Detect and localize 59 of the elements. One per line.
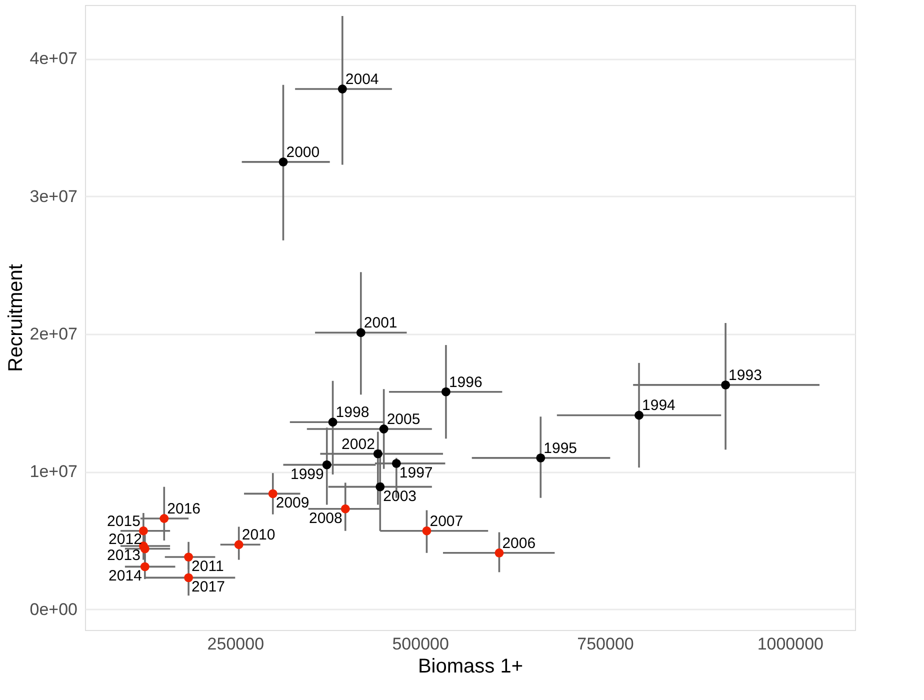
point — [634, 410, 644, 420]
y-tick-label: 4e+07 — [30, 49, 78, 68]
y-tick-label: 0e+00 — [30, 600, 78, 619]
annotation: 1993 — [728, 366, 762, 384]
point — [340, 504, 350, 514]
point — [160, 514, 169, 523]
y-tick-label: 1e+07 — [30, 462, 78, 482]
y-axis-title: Recruitment — [4, 264, 27, 372]
annotation: 1998 — [336, 404, 370, 422]
point — [379, 424, 388, 434]
annotation: 2014 — [108, 568, 142, 585]
point — [422, 526, 432, 536]
point — [268, 489, 278, 498]
x-tick-label: 750000 — [577, 634, 634, 654]
annotation: 2005 — [386, 411, 420, 428]
point — [494, 548, 504, 558]
annotation: 2004 — [345, 70, 379, 88]
point — [392, 458, 401, 468]
point — [234, 540, 244, 550]
point — [338, 84, 347, 94]
annotation: 2003 — [383, 488, 417, 505]
annotation: 2011 — [192, 558, 224, 576]
x-axis-title: Biomass 1+ — [418, 656, 524, 678]
point — [536, 453, 546, 462]
point — [373, 449, 382, 458]
annotation: 1994 — [642, 397, 676, 414]
annotation: 2013 — [107, 547, 140, 564]
annotation: 2002 — [342, 436, 375, 453]
point — [322, 460, 332, 470]
annotation: 2015 — [107, 512, 140, 530]
y-tick-label: 2e+07 — [30, 324, 78, 344]
annotation: 1997 — [399, 464, 433, 482]
point — [184, 552, 194, 562]
annotation: 2010 — [242, 526, 276, 544]
annotation: 2006 — [502, 534, 536, 552]
x-tick-label: 1000000 — [757, 634, 824, 654]
x-tick-label: 500000 — [392, 634, 449, 654]
annotation: 2001 — [364, 314, 398, 332]
annotation: 2008 — [308, 510, 342, 527]
point — [721, 380, 730, 390]
annotation: 2017 — [192, 578, 225, 596]
point — [138, 526, 148, 536]
annotation: 2012 — [108, 530, 142, 548]
point — [356, 328, 366, 338]
point — [140, 562, 150, 572]
point — [376, 482, 385, 492]
annotation: 2007 — [430, 512, 464, 530]
point — [184, 573, 194, 582]
point — [278, 157, 288, 166]
point — [328, 418, 338, 427]
annotation: 2009 — [276, 494, 310, 512]
annotation: 1999 — [290, 466, 324, 483]
annotation: 2016 — [167, 500, 201, 518]
annotation: 2000 — [286, 144, 320, 161]
annotation: 1996 — [448, 374, 482, 391]
point — [441, 387, 450, 396]
x-tick-label: 250000 — [207, 634, 264, 654]
y-tick-label: 3e+07 — [30, 186, 78, 206]
annotation: 1995 — [544, 440, 578, 457]
